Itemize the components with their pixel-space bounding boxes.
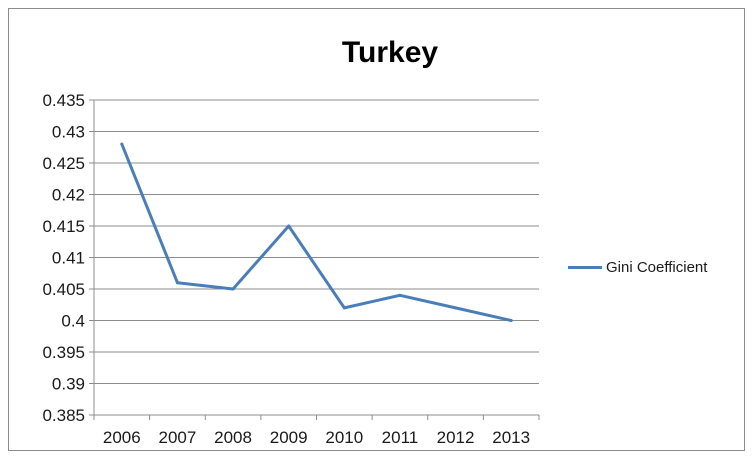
series-line-gini-coefficient [120, 142, 513, 322]
data-point [175, 281, 179, 285]
y-tick-label: 0.39 [52, 375, 85, 394]
y-tick-label: 0.395 [42, 343, 85, 362]
data-point [120, 142, 124, 146]
chart-title: Turkey [341, 36, 439, 69]
x-tick-label: 2013 [492, 428, 530, 447]
y-tick-label: 0.42 [52, 186, 85, 205]
legend-label-gini-coefficient: Gini Coefficient [606, 259, 708, 276]
data-point [398, 293, 402, 297]
x-tick-label: 2010 [325, 428, 363, 447]
x-tick-label: 2012 [437, 428, 475, 447]
y-tick-label: 0.435 [42, 91, 85, 110]
data-point [509, 319, 513, 322]
y-tick-label: 0.385 [42, 406, 85, 425]
data-point [287, 224, 291, 228]
y-tick-label: 0.415 [42, 217, 85, 236]
y-tick-label: 0.41 [52, 249, 85, 268]
x-tick-label: 2006 [103, 428, 141, 447]
y-tick-label: 0.43 [52, 123, 85, 142]
gridlines [94, 99, 539, 384]
legend: Gini Coefficient [568, 259, 707, 276]
x-tick-label: 2008 [214, 428, 252, 447]
y-tick-label: 0.405 [42, 280, 85, 299]
data-point [231, 287, 235, 291]
data-point [454, 306, 458, 310]
x-axis: 2006 2007 2008 2009 2010 2011 2012 2013 [93, 414, 540, 447]
series-lines [120, 142, 513, 322]
x-tick-label: 2007 [159, 428, 197, 447]
y-tick-label: 0.4 [61, 312, 85, 331]
y-axis: 0.385 0.39 0.395 0.4 0.405 0.41 0.415 0.42 0.425… [42, 91, 95, 425]
x-tick-label: 2009 [270, 428, 308, 447]
chart-frame [8, 8, 745, 451]
x-tick-label: 2011 [382, 428, 419, 447]
data-point [342, 306, 346, 310]
legend-swatch [568, 266, 602, 269]
y-tick-label: 0.425 [42, 154, 85, 173]
